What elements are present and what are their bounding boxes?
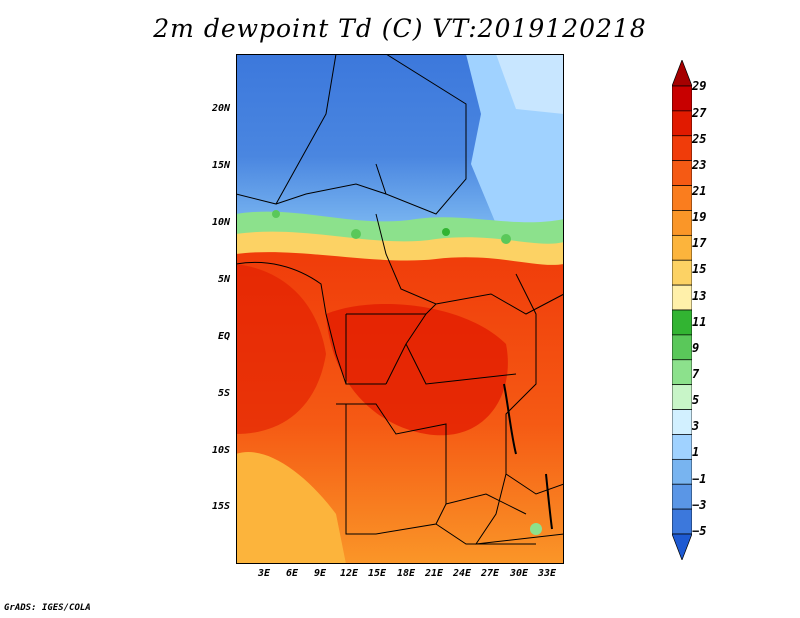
dewpoint-map bbox=[236, 54, 564, 564]
colorbar-label-29: 29 bbox=[692, 79, 707, 93]
colorbar-label-minus1: −1 bbox=[692, 472, 707, 486]
lon-tick-18e: 18E bbox=[396, 568, 416, 579]
gulf-core bbox=[236, 264, 326, 434]
colorbar-segment bbox=[672, 210, 692, 236]
lon-tick-30e: 30E bbox=[509, 568, 529, 579]
colorbar-label-minus3: −3 bbox=[692, 498, 707, 512]
lat-tick-20n: 20N bbox=[211, 103, 230, 114]
lon-tick-21e: 21E bbox=[424, 568, 444, 579]
colorbar-label-7: 7 bbox=[692, 367, 700, 381]
colorbar-label-9: 9 bbox=[692, 341, 700, 355]
lake-malawi bbox=[545, 473, 553, 530]
colorbar-label-27: 27 bbox=[692, 106, 707, 120]
colorbar-label-17: 17 bbox=[692, 236, 707, 250]
colorbar-label-5: 5 bbox=[692, 393, 700, 407]
lat-tick-15s: 15S bbox=[211, 501, 230, 512]
fleck bbox=[530, 523, 542, 535]
lat-tick-5n: 5N bbox=[217, 274, 230, 285]
lat-tick-10s: 10S bbox=[211, 445, 230, 456]
southwest-light bbox=[236, 452, 346, 564]
lon-tick-15e: 15E bbox=[367, 568, 387, 579]
colorbar-segment bbox=[672, 334, 692, 361]
lat-tick-eq: EQ bbox=[217, 331, 230, 342]
colorbar-segment bbox=[672, 384, 692, 410]
colorbar-label-15: 15 bbox=[692, 262, 707, 276]
colorbar-label-minus5: −5 bbox=[692, 524, 707, 538]
colorbar-segment bbox=[672, 483, 692, 510]
colorbar-label-23: 23 bbox=[692, 158, 707, 172]
colorbar bbox=[672, 60, 692, 560]
colorbar-bottom-arrow bbox=[672, 533, 692, 560]
colorbar-segment bbox=[672, 284, 692, 311]
lat-tick-15n: 15N bbox=[211, 160, 230, 171]
congo-core bbox=[326, 304, 508, 436]
colorbar-segment bbox=[672, 110, 692, 137]
footer-credit: GrADS: IGES/COLA bbox=[4, 603, 91, 613]
colorbar-segment bbox=[672, 309, 692, 336]
lon-tick-9e: 9E bbox=[313, 568, 327, 579]
colorbar-segment bbox=[672, 185, 692, 211]
fleck bbox=[351, 229, 361, 239]
colorbar-segment bbox=[672, 160, 692, 186]
fleck bbox=[501, 234, 511, 244]
lat-tick-10n: 10N bbox=[211, 217, 230, 228]
colorbar-segment bbox=[672, 359, 692, 386]
colorbar-label-11: 11 bbox=[692, 315, 707, 329]
colorbar-segment bbox=[672, 434, 692, 460]
fleck bbox=[272, 210, 280, 218]
colorbar-segment bbox=[672, 135, 692, 162]
lon-tick-12e: 12E bbox=[339, 568, 359, 579]
northeast-pale-inner bbox=[496, 54, 564, 114]
lon-tick-24e: 24E bbox=[452, 568, 472, 579]
colorbar-label-21: 21 bbox=[692, 184, 707, 198]
colorbar-label-19: 19 bbox=[692, 210, 707, 224]
colorbar-label-3: 3 bbox=[692, 419, 700, 433]
lon-tick-3e: 3E bbox=[257, 568, 271, 579]
colorbar-segment bbox=[672, 85, 692, 112]
lat-tick-5s: 5S bbox=[217, 388, 230, 399]
lake-tanganyika bbox=[503, 383, 517, 455]
colorbar-segment bbox=[672, 234, 692, 261]
lon-tick-6e: 6E bbox=[285, 568, 299, 579]
lon-tick-27e: 27E bbox=[480, 568, 500, 579]
colorbar-segment bbox=[672, 409, 692, 435]
colorbar-top-arrow bbox=[672, 60, 692, 87]
chart-title: 2m dewpoint Td (C) VT:2019120218 bbox=[153, 14, 647, 43]
colorbar-segment bbox=[672, 259, 692, 286]
fleck bbox=[442, 228, 450, 236]
lon-tick-33e: 33E bbox=[537, 568, 557, 579]
colorbar-label-25: 25 bbox=[692, 132, 707, 146]
colorbar-label-1: 1 bbox=[692, 445, 700, 459]
colorbar-segment bbox=[672, 508, 692, 535]
colorbar-segment bbox=[672, 458, 692, 485]
country-borders bbox=[236, 54, 564, 545]
colorbar-label-13: 13 bbox=[692, 289, 707, 303]
